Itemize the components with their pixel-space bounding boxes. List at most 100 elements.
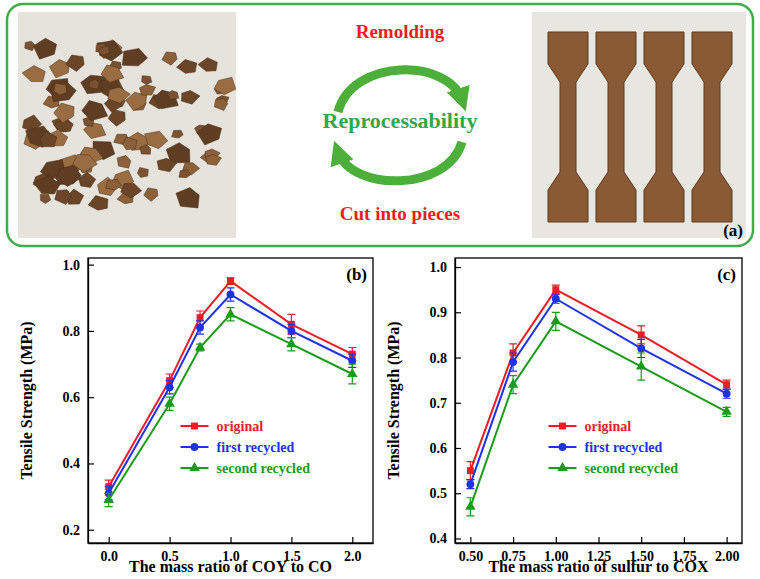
piece xyxy=(167,91,178,100)
tick-label: 2.00 xyxy=(715,549,740,564)
tick-mark xyxy=(88,463,94,464)
piece xyxy=(79,172,96,187)
tick-mark xyxy=(598,537,599,543)
marker xyxy=(197,314,204,321)
marker xyxy=(638,331,645,338)
piece xyxy=(142,76,152,85)
axis: 0.2 0.4 0.6 0.8 1.0 xyxy=(63,258,95,544)
marker xyxy=(286,338,297,347)
tick-label: 0.8 xyxy=(63,324,81,339)
piece xyxy=(40,194,50,203)
tick-label: 0.0 xyxy=(100,549,118,564)
tick-label: 1.0 xyxy=(63,258,81,273)
legend-marker xyxy=(557,462,568,471)
tick: 1.0 xyxy=(430,260,462,275)
legend-marker xyxy=(191,443,199,451)
piece xyxy=(89,79,99,89)
tick-mark xyxy=(641,537,642,543)
marker xyxy=(227,278,234,285)
piece xyxy=(97,41,123,61)
tick-mark xyxy=(230,537,231,543)
tick-label: 0.9 xyxy=(430,305,448,320)
error-bar xyxy=(552,285,560,294)
axis-line xyxy=(456,543,743,544)
tick-mark xyxy=(513,537,514,543)
tick: 0.4 xyxy=(63,456,95,471)
piece xyxy=(33,38,56,59)
x-axis-title: The mass ratio of COY to CO xyxy=(129,558,332,575)
piece xyxy=(101,65,124,82)
piece xyxy=(73,154,98,172)
piece xyxy=(22,66,45,82)
center-label: Reprocessability xyxy=(323,108,478,133)
panel-border xyxy=(7,4,753,246)
tick: 1.0 xyxy=(63,258,95,273)
series-line xyxy=(470,290,726,471)
tick-mark xyxy=(88,530,94,531)
legend-label: original xyxy=(585,419,632,434)
axis-line xyxy=(88,259,89,544)
tick: 2.0 xyxy=(344,537,362,564)
arrow-label: Remolding xyxy=(356,21,445,42)
legend-marker xyxy=(559,423,566,430)
error-bar xyxy=(723,380,731,389)
plot-frame xyxy=(88,258,373,543)
tick-label: 0.4 xyxy=(63,456,81,471)
chart: 0.500.751.001.251.501.752.000.40.50.60.7… xyxy=(385,258,743,575)
legend: originalfirst recycledsecond recycled xyxy=(181,419,311,476)
marker xyxy=(637,345,645,353)
marker xyxy=(466,480,474,488)
y-axis-title: Tensile Strength (MPa) xyxy=(18,321,36,479)
specimen xyxy=(548,32,588,222)
marker xyxy=(551,315,562,324)
piece xyxy=(121,183,142,198)
marker xyxy=(508,379,519,388)
arrow-label: Cut into pieces xyxy=(340,203,460,224)
tick-mark xyxy=(455,312,461,313)
tick: 0.8 xyxy=(63,324,95,339)
tick-label: 0.4 xyxy=(430,531,448,546)
piece xyxy=(140,85,156,95)
piece xyxy=(108,87,130,103)
marker xyxy=(196,324,204,332)
piece xyxy=(50,81,76,102)
tick-mark xyxy=(684,537,685,543)
legend-entry: second recycled xyxy=(181,461,311,476)
axis: 0.40.50.60.70.80.91.0 xyxy=(430,259,462,547)
tick-label: 0.8 xyxy=(430,351,448,366)
series-line xyxy=(109,281,353,486)
piece xyxy=(214,77,236,95)
piece xyxy=(205,154,221,165)
series-line xyxy=(109,314,353,500)
tick-label: 0.2 xyxy=(63,523,81,538)
tick: 0.7 xyxy=(430,396,462,411)
marker xyxy=(721,406,732,415)
error-bar xyxy=(287,324,295,337)
tick-mark xyxy=(88,331,94,332)
legend-label: second recycled xyxy=(217,461,311,476)
tick-label: 0.50 xyxy=(459,549,484,564)
tick-mark xyxy=(556,537,557,543)
piece xyxy=(198,58,217,72)
piece xyxy=(82,101,108,121)
panel-label: (b) xyxy=(346,265,367,284)
arrow xyxy=(338,70,462,112)
tick-mark xyxy=(470,537,471,543)
tick: 0.50 xyxy=(459,537,484,564)
piece xyxy=(40,131,57,146)
tick: 0.2 xyxy=(63,523,95,538)
y-axis-title: Tensile Strength (MPa) xyxy=(385,321,403,479)
piece xyxy=(54,83,67,95)
legend-label: second recycled xyxy=(585,461,679,476)
tick-mark xyxy=(170,537,171,543)
tick-mark xyxy=(727,537,728,543)
legend-entry: first recycled xyxy=(549,440,663,455)
marker xyxy=(347,368,358,377)
tick-label: 2.0 xyxy=(344,549,362,564)
piece xyxy=(56,165,81,187)
axis-line xyxy=(455,259,456,544)
specimen xyxy=(692,32,732,222)
legend-entry: first recycled xyxy=(181,440,295,455)
legend-marker xyxy=(189,462,200,471)
tick: 0.6 xyxy=(63,390,95,405)
